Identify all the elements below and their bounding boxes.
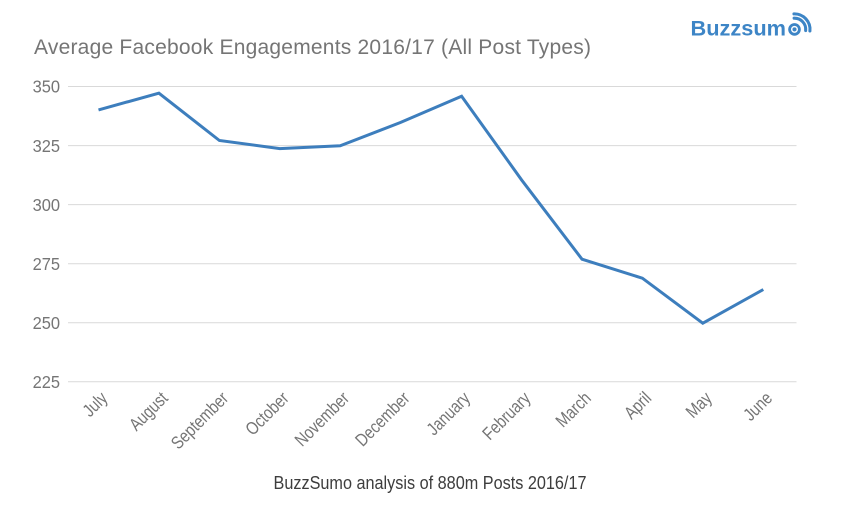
svg-text:350: 350 [33,77,60,97]
svg-text:BuzzSumo analysis of 880m Post: BuzzSumo analysis of 880m Posts 2016/17 [274,473,587,493]
svg-text:275: 275 [33,254,60,274]
svg-text:250: 250 [33,313,60,333]
svg-text:Average Facebook Engagements 2: Average Facebook Engagements 2016/17 (Al… [34,36,591,59]
svg-text:Buzzsum: Buzzsum [691,18,787,41]
svg-text:225: 225 [33,373,60,393]
svg-text:300: 300 [33,195,60,215]
svg-text:325: 325 [33,136,60,156]
